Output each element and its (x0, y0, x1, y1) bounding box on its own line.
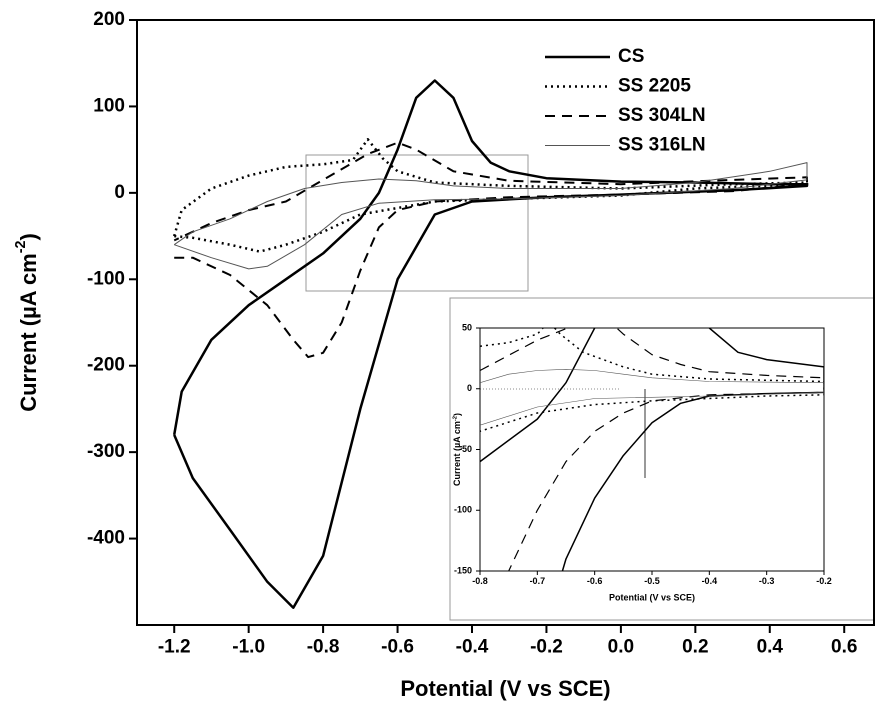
legend-label: CS (618, 46, 644, 67)
x-tick-label: 0.2 (682, 636, 708, 657)
series-group (172, 79, 809, 609)
y-tick-label: -100 (87, 268, 125, 289)
y-tick-label: 50 (462, 322, 472, 332)
x-tick-label: -0.8 (472, 576, 488, 586)
y-axis-label-text: Current (µA cm (452, 421, 462, 486)
y-axis-label-text: Current (µA cm (16, 253, 41, 412)
x-tick-label: -0.7 (530, 576, 546, 586)
x-tick-label: 0.0 (608, 636, 634, 657)
x-axis-label: Potential (V vs SCE) (400, 676, 610, 701)
y-tick-label: -150 (454, 565, 472, 575)
x-tick-label: -0.8 (307, 636, 340, 657)
x-tick-label: -0.2 (816, 576, 832, 586)
x-tick-label: -0.3 (759, 576, 775, 586)
plot-frame (136, 19, 875, 626)
y-tick-label: -200 (87, 355, 125, 376)
series-line (480, 369, 824, 426)
y-axis-label: Current (µA cm-2) (13, 233, 41, 412)
legend-label: SS 316LN (618, 135, 706, 156)
x-tick-label: 0.4 (757, 636, 784, 657)
y-axis-label-sup: -2 (452, 415, 458, 421)
x-tick-label: -1.0 (232, 636, 265, 657)
y-axis-label-sup: -2 (13, 240, 29, 253)
y-tick-label: 100 (93, 95, 125, 116)
y-tick-label: 200 (93, 9, 125, 30)
legend-label: SS 2205 (618, 76, 691, 97)
series-line (172, 138, 809, 253)
x-tick-label: -0.2 (530, 636, 563, 657)
series-line (480, 328, 824, 433)
y-tick-label: -100 (454, 505, 472, 515)
y-tick-label: -300 (87, 441, 125, 462)
inset-frame (449, 297, 875, 621)
x-tick-label: -0.4 (456, 636, 489, 657)
zoom-box (305, 154, 529, 292)
y-tick-label: 0 (467, 383, 472, 393)
y-tick-label: -400 (87, 528, 125, 549)
x-tick-label: -0.5 (644, 576, 660, 586)
legend-label: SS 304LN (618, 105, 706, 126)
series-line (173, 141, 808, 359)
y-axis-label-end: ) (452, 413, 462, 416)
y-tick-label: -50 (459, 444, 472, 454)
y-axis-label: Current (µA cm-2) (452, 413, 462, 486)
x-tick-label: -0.4 (702, 576, 718, 586)
x-axis-label: Potential (V vs SCE) (609, 592, 695, 602)
y-tick-label: 0 (114, 182, 125, 203)
series-line (480, 328, 824, 571)
y-axis-label-end: ) (16, 233, 41, 240)
x-tick-label: 0.6 (831, 636, 857, 657)
x-tick-label: -1.2 (158, 636, 191, 657)
x-tick-label: -0.6 (587, 576, 603, 586)
series-group (480, 328, 824, 571)
series-line (173, 162, 808, 270)
x-tick-label: -0.6 (381, 636, 414, 657)
